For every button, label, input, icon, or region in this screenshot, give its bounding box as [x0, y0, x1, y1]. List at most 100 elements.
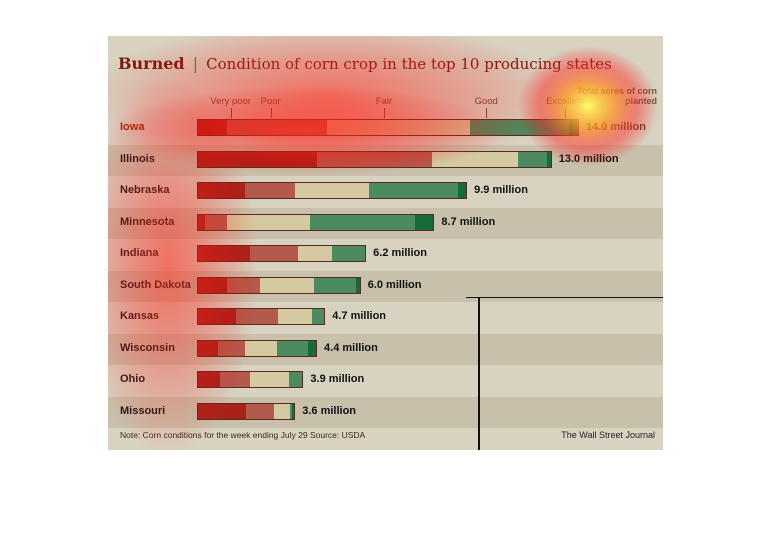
condition-bar	[197, 339, 318, 357]
state-row: Nebraska 9.9 million	[108, 176, 663, 207]
state-row: Iowa 14.0 million	[108, 113, 663, 144]
bar-segment-excellent	[355, 277, 360, 293]
bar-segment-good	[289, 372, 303, 387]
state-row: Ohio 3.9 million	[108, 365, 663, 396]
bar-segment-good	[331, 246, 366, 261]
bar-segment-poor	[205, 214, 227, 230]
state-label: Indiana	[120, 247, 159, 259]
scale-label: Very poor	[210, 96, 251, 107]
bar-segment-poor	[235, 309, 278, 324]
bar-segment-good	[368, 183, 459, 198]
acres-value-label: 6.0 million	[367, 278, 422, 291]
state-row: Wisconsin 4.4 million	[108, 333, 663, 365]
bar-segment-very-poor	[198, 183, 245, 198]
bar-segment-poor	[246, 403, 275, 419]
bar-segment-very-poor	[198, 151, 317, 167]
divider-line-vertical	[478, 298, 480, 450]
bar-segment-fair	[326, 120, 470, 135]
title-separator: |	[192, 54, 199, 73]
condition-bar	[197, 276, 361, 294]
bar-segment-very-poor	[198, 214, 206, 230]
title-keyword: Burned	[118, 54, 185, 73]
bar-segment-good	[276, 340, 309, 356]
footnote: Note: Corn conditions for the week endin…	[120, 430, 366, 440]
acres-value-label: 8.7 million	[441, 215, 496, 228]
bar-segment-poor	[227, 120, 327, 135]
chart-title: Burned | Condition of corn crop in the t…	[118, 54, 612, 73]
acres-value-label: 6.2 million	[373, 247, 427, 259]
state-label: Illinois	[120, 152, 155, 165]
acres-value-label: 13.0 million	[558, 152, 619, 165]
condition-bar	[197, 308, 326, 325]
acres-value-label: 3.9 million	[310, 373, 365, 385]
scale-label: Excellent	[546, 96, 585, 107]
bar-segment-poor	[217, 340, 246, 356]
condition-bar	[197, 182, 468, 199]
bar-segment-excellent	[415, 214, 434, 230]
condition-bar	[197, 402, 296, 420]
state-label: Iowa	[120, 121, 145, 133]
bar-segment-poor	[316, 151, 432, 167]
bar-segment-excellent	[547, 151, 551, 167]
title-text: Condition of corn crop in the top 10 pro…	[206, 55, 612, 73]
state-row: Kansas 4.7 million	[108, 302, 663, 333]
condition-bar	[197, 213, 435, 231]
bar-segment-excellent	[458, 183, 467, 198]
bar-segment-fair	[274, 403, 291, 419]
bar-segment-poor	[227, 277, 261, 293]
acres-column-header: Total acres of corn planted	[577, 86, 657, 106]
bar-segment-good	[314, 277, 356, 293]
scale-label: Poor	[260, 96, 281, 107]
bar-segment-very-poor	[198, 372, 220, 387]
bar-segment-very-poor	[198, 403, 247, 419]
bar-segment-fair	[431, 151, 519, 167]
bar-segment-good	[311, 309, 325, 324]
acres-value-label: 9.9 million	[474, 184, 528, 196]
state-label: Nebraska	[120, 184, 170, 196]
state-label: South Dakota	[120, 278, 191, 291]
bar-segment-fair	[226, 214, 311, 230]
bar-segment-very-poor	[198, 120, 228, 135]
condition-bar	[197, 150, 552, 168]
bar-segment-fair	[277, 309, 312, 324]
state-label: Missouri	[120, 404, 166, 417]
state-row: Missouri 3.6 million	[108, 396, 663, 428]
scale-label: Fair	[375, 96, 393, 107]
bar-segment-very-poor	[198, 309, 236, 324]
bar-segment-fair	[298, 246, 332, 261]
chart-panel: Burned | Condition of corn crop in the t…	[108, 36, 663, 450]
bar-segment-fair	[295, 183, 369, 198]
bar-segment-fair	[260, 277, 315, 293]
state-row: Minnesota 8.7 million	[108, 207, 663, 239]
condition-bar	[197, 371, 304, 388]
acres-value-label: 14.0 million	[586, 121, 646, 133]
state-label: Minnesota	[120, 215, 175, 228]
bar-segment-good	[469, 120, 570, 135]
state-label: Wisconsin	[120, 341, 175, 354]
acres-value-label: 3.6 million	[302, 404, 357, 417]
bar-segment-excellent	[292, 403, 295, 419]
scale-label: Good	[474, 96, 498, 107]
source-credit: The Wall Street Journal	[561, 430, 655, 440]
state-label: Ohio	[120, 373, 146, 385]
bar-segment-good	[290, 403, 293, 419]
bar-segment-fair	[250, 372, 290, 387]
bar-segment-excellent	[569, 120, 578, 135]
condition-bar	[197, 119, 579, 136]
condition-bar	[197, 245, 367, 262]
bar-segment-very-poor	[198, 246, 250, 261]
divider-line-horizontal	[466, 297, 663, 298]
bar-segment-poor	[244, 183, 296, 198]
bar-segment-poor	[219, 372, 251, 387]
acres-value-label: 4.4 million	[324, 341, 378, 354]
bar-segment-poor	[250, 246, 299, 261]
bar-segment-very-poor	[198, 340, 218, 356]
acres-value-label: 4.7 million	[332, 310, 387, 322]
state-row: Indiana 6.2 million	[108, 239, 663, 270]
state-label: Kansas	[120, 310, 160, 322]
bar-segment-excellent	[308, 340, 316, 356]
bar-segment-very-poor	[198, 277, 228, 293]
bar-segment-good	[518, 151, 548, 167]
bar-segment-good	[310, 214, 416, 230]
bar-segment-fair	[245, 340, 277, 356]
